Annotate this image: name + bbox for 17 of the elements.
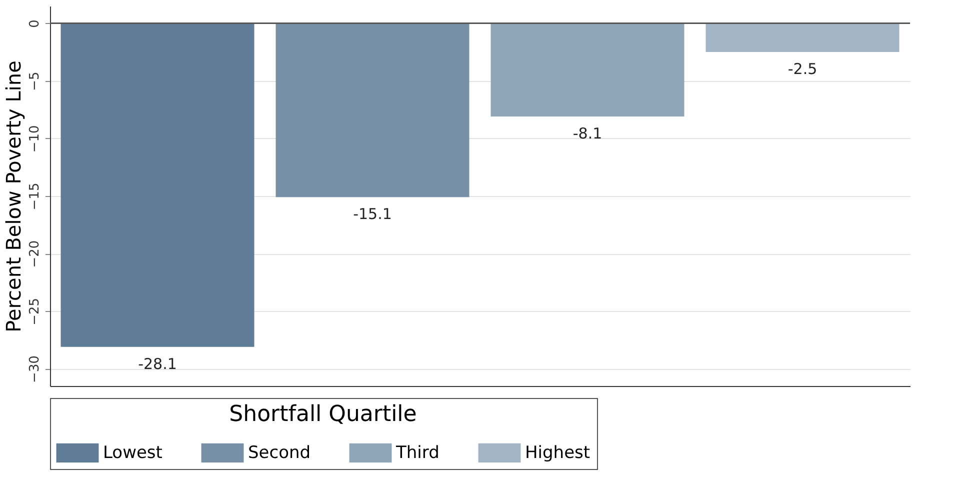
data-label: -8.1: [572, 124, 602, 143]
y-tick-label: −10: [28, 125, 42, 153]
data-label: -2.5: [788, 60, 818, 78]
y-tick-label: −5: [28, 72, 42, 91]
legend-label: Highest: [525, 442, 590, 463]
data-label: -28.1: [138, 354, 177, 373]
legend-title: Shortfall Quartile: [229, 402, 417, 427]
legend-label: Second: [248, 442, 311, 463]
y-tick-label: −30: [28, 356, 42, 383]
y-tick-label: −25: [28, 298, 42, 326]
y-axis-title: Percent Below Poverty Line: [2, 60, 26, 332]
y-tick-label: 0: [28, 20, 42, 28]
y-tick-label: −20: [28, 240, 42, 268]
legend-label: Third: [395, 442, 440, 463]
y-tick-label: −15: [28, 182, 42, 210]
data-label: -15.1: [353, 205, 392, 224]
legend-label: Lowest: [103, 442, 163, 463]
